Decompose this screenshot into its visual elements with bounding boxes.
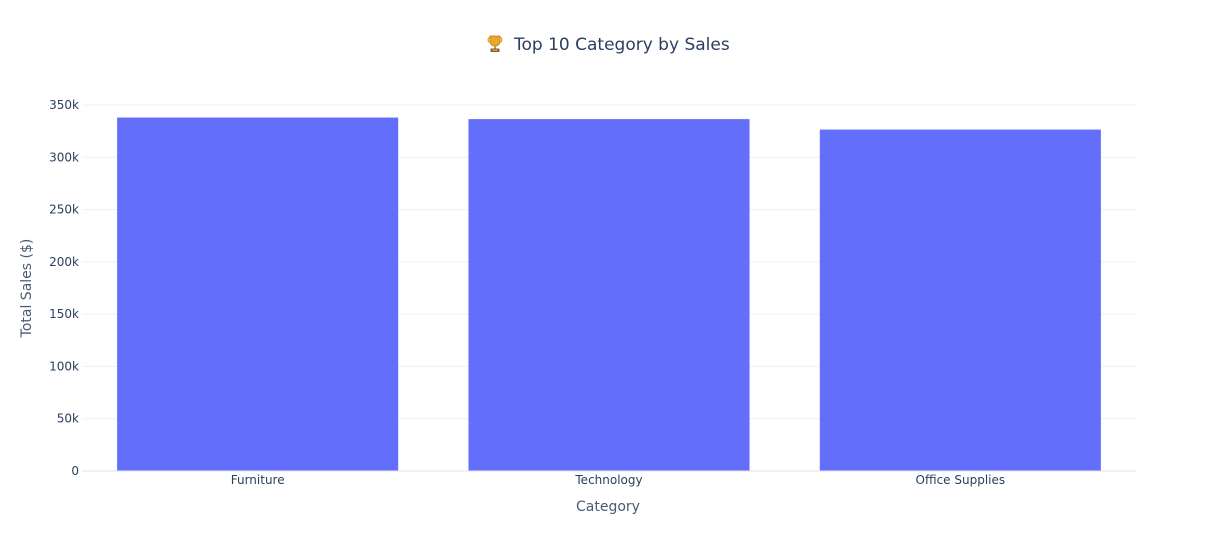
- y-tick-label: 350k: [49, 98, 79, 112]
- bar-furniture[interactable]: [117, 117, 399, 471]
- y-tick-labels: 0 50k 100k 150k 200k 250k 300k 350k: [49, 98, 79, 478]
- y-tick-label: 100k: [49, 359, 79, 373]
- y-tick-label: 300k: [49, 150, 79, 164]
- y-tick-label: 50k: [57, 412, 79, 426]
- y-tick-label: 0: [71, 464, 79, 478]
- y-tick-label: 150k: [49, 307, 79, 321]
- y-axis-title: Total Sales ($): [19, 239, 35, 339]
- x-tick-label: Office Supplies: [916, 473, 1006, 487]
- x-tick-label: Furniture: [231, 473, 285, 487]
- y-tick-label: 250k: [49, 203, 79, 217]
- x-axis-title: Category: [576, 499, 640, 515]
- y-tick-label: 200k: [49, 255, 79, 269]
- bar-office-supplies[interactable]: [819, 129, 1101, 471]
- bars: [117, 117, 1101, 472]
- x-tick-labels: Furniture Technology Office Supplies: [231, 473, 1005, 487]
- bar-technology[interactable]: [468, 119, 750, 472]
- x-tick-label: Technology: [574, 473, 642, 487]
- chart-title-group: Top 10 Category by Sales: [487, 35, 730, 55]
- trophy-icon: [487, 35, 503, 52]
- chart-title: Top 10 Category by Sales: [513, 35, 730, 55]
